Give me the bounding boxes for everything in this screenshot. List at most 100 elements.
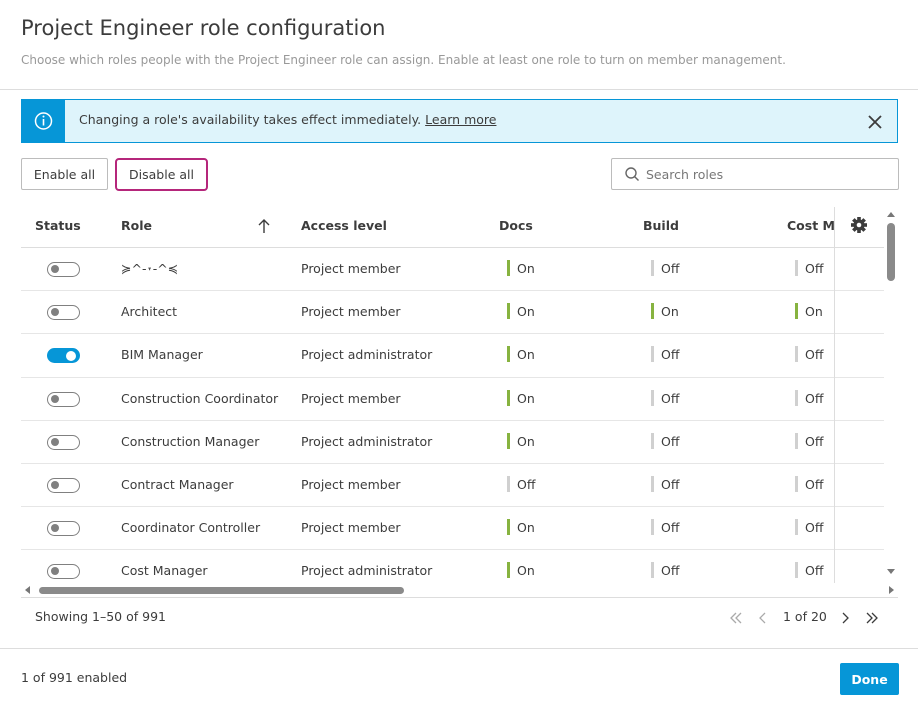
status-bar (507, 260, 510, 276)
status-toggle[interactable] (47, 262, 80, 277)
close-button[interactable] (867, 114, 883, 130)
vertical-scrollbar[interactable] (884, 207, 898, 583)
sort-icon[interactable] (257, 218, 271, 234)
access-level: Project administrator (301, 563, 433, 579)
build-status: Off (651, 432, 679, 450)
cost-status: Off (795, 562, 823, 579)
divider (0, 89, 918, 90)
status-bar (507, 519, 510, 536)
role-name: Contract Manager (121, 477, 234, 492)
status-toggle[interactable] (47, 564, 80, 580)
toggle-knob (51, 308, 59, 317)
build-status: Off (651, 389, 679, 407)
search-box[interactable]: Search roles (611, 158, 899, 190)
status-bar (651, 562, 654, 579)
learn-more-link[interactable]: Learn more (425, 112, 497, 127)
table-body: ≽^-˕-^≼ Project member On Off Off Architect Pr… (21, 248, 884, 583)
horizontal-scrollbar[interactable] (21, 583, 898, 597)
role-name: Coordinator Controller (121, 520, 261, 536)
status-bar (795, 260, 798, 276)
enabled-summary: 1 of 991 enabled (21, 670, 128, 685)
build-status: Off (651, 562, 679, 579)
status-bar (795, 476, 798, 492)
status-toggle[interactable] (47, 521, 80, 537)
status-bar (507, 562, 510, 579)
cost-status: Off (795, 476, 823, 493)
column-header: Status (35, 218, 81, 233)
status-bar (507, 303, 510, 320)
status-toggle[interactable] (47, 434, 80, 450)
column-header: Docs (499, 218, 533, 233)
access-level: Project member (301, 304, 401, 320)
toggle-knob (51, 567, 59, 576)
status-bar (795, 519, 798, 536)
page-indicator: 1 of 20 (783, 609, 827, 624)
role-name: Construction Manager (121, 433, 260, 449)
build-status: Off (651, 260, 679, 277)
first-page[interactable] (730, 612, 742, 624)
cost-status: Off (795, 432, 823, 450)
showing-text: Showing 1–50 of 991 (35, 609, 166, 624)
search-icon (625, 167, 639, 181)
docs-status: Off (507, 476, 535, 493)
access-level: Project administrator (301, 433, 433, 449)
banner: Changing a role's availability takes eff… (21, 99, 898, 143)
banner-message: Changing a role's availability takes eff… (79, 112, 496, 128)
cost-status: Off (795, 260, 823, 277)
role-name: ≽^-˕-^≼ (121, 261, 179, 276)
settings-icon[interactable] (850, 216, 868, 234)
prev-page[interactable] (759, 612, 766, 624)
table-row: Cost Manager Project administrator On Off Of… (21, 550, 884, 583)
cost-status: On (795, 303, 823, 320)
status-bar (507, 346, 510, 363)
cost-status: Off (795, 389, 823, 407)
table-row: Coordinator Controller Project member On Of… (21, 507, 884, 551)
search-placeholder: Search roles (646, 166, 724, 182)
access-level: Project member (301, 390, 401, 406)
header-line (21, 247, 884, 248)
status-toggle[interactable] (47, 478, 80, 493)
access-level: Project member (301, 520, 401, 536)
cost-status: Off (795, 346, 823, 363)
status-bar (651, 260, 654, 276)
docs-status: On (507, 562, 535, 579)
last-page[interactable] (866, 612, 878, 624)
banner-icon (22, 100, 65, 142)
enable-all-button[interactable]: Enable all (21, 158, 108, 190)
status-toggle[interactable] (47, 391, 80, 407)
docs-status: On (507, 346, 535, 363)
cost-status: Off (795, 519, 823, 536)
status-bar (507, 476, 510, 492)
divider (0, 648, 918, 649)
column-header: Build (643, 218, 679, 233)
role-name: Architect (121, 304, 178, 320)
docs-status: On (507, 260, 535, 277)
build-status: Off (651, 476, 679, 493)
status-toggle[interactable] (47, 305, 80, 321)
disable-all-button[interactable]: Disable all (115, 158, 208, 191)
done-button[interactable]: Done (840, 663, 899, 695)
toggle-knob (51, 524, 59, 533)
toggle-knob (51, 265, 59, 273)
role-name: BIM Manager (121, 347, 203, 363)
access-level: Project member (301, 477, 401, 492)
build-status: On (651, 303, 679, 320)
access-level: Project member (301, 261, 401, 276)
next-page[interactable] (842, 612, 849, 624)
toggle-knob (51, 394, 59, 403)
status-bar (507, 389, 510, 406)
toggle-knob (51, 437, 59, 446)
status-bar (651, 389, 654, 406)
pagination (730, 612, 878, 624)
status-bar (651, 519, 654, 536)
status-toggle[interactable] (47, 348, 80, 364)
table-row: Construction Coordinator Project member On… (21, 378, 884, 421)
status-bar (651, 432, 654, 449)
docs-status: On (507, 519, 535, 536)
status-bar (795, 389, 798, 406)
message: Changing a role's availability takes eff… (79, 112, 422, 127)
access-level: Project administrator (301, 347, 433, 363)
table-row: ≽^-˕-^≼ Project member On Off Off (21, 248, 884, 292)
column-header: Role (121, 218, 152, 233)
